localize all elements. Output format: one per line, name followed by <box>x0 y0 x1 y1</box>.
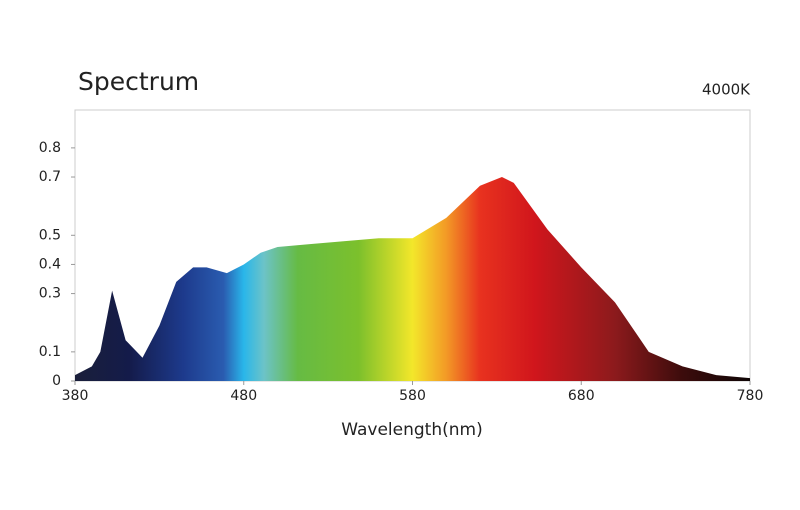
x-tick-label: 580 <box>399 388 426 404</box>
y-tick-label: 0.8 <box>39 140 61 156</box>
spectrum-area <box>75 177 750 381</box>
y-tick-label: 0 <box>52 373 61 389</box>
chart-title: Spectrum <box>78 67 199 96</box>
x-tick-label: 680 <box>568 388 595 404</box>
x-tick-label: 380 <box>62 388 89 404</box>
y-tick-label: 0.1 <box>39 344 61 360</box>
x-tick-label: 480 <box>230 388 257 404</box>
y-tick-label: 0.5 <box>39 227 61 243</box>
y-tick-label: 0.4 <box>39 256 61 272</box>
y-tick-label: 0.3 <box>39 286 61 302</box>
chart-subtitle: 4000K <box>702 81 751 99</box>
y-tick-label: 0.7 <box>39 169 61 185</box>
x-tick-label: 780 <box>737 388 764 404</box>
x-axis-label: Wavelength(nm) <box>341 420 482 440</box>
